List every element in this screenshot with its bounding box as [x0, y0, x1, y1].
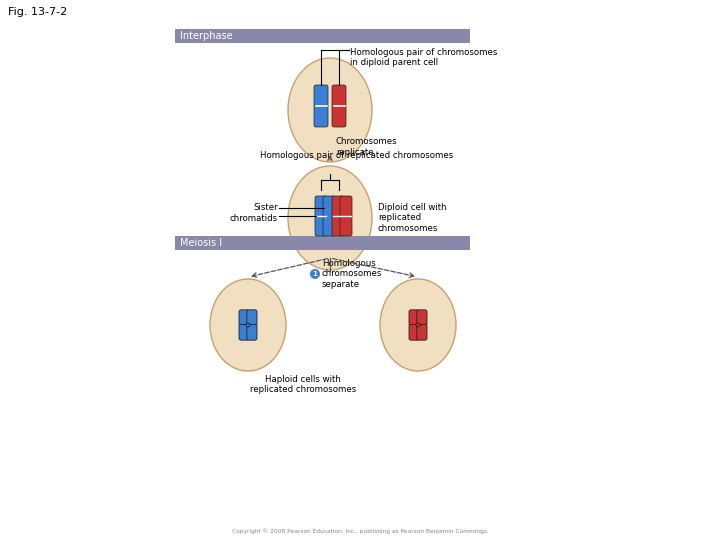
- Text: Homologous
chromosomes
separate: Homologous chromosomes separate: [322, 259, 382, 289]
- FancyBboxPatch shape: [417, 325, 427, 340]
- FancyBboxPatch shape: [332, 85, 346, 127]
- FancyBboxPatch shape: [247, 310, 257, 326]
- Ellipse shape: [288, 166, 372, 270]
- FancyBboxPatch shape: [409, 310, 419, 326]
- Circle shape: [310, 269, 320, 279]
- FancyBboxPatch shape: [332, 196, 344, 236]
- FancyBboxPatch shape: [239, 325, 249, 340]
- Text: Copyright © 2008 Pearson Education, Inc., publishing as Pearson Benjamin Cumming: Copyright © 2008 Pearson Education, Inc.…: [232, 528, 488, 534]
- Ellipse shape: [380, 279, 456, 371]
- Text: Interphase: Interphase: [180, 31, 233, 41]
- Text: 1: 1: [312, 271, 318, 277]
- Text: Homologous pair of replicated chromosomes: Homologous pair of replicated chromosome…: [260, 151, 454, 160]
- FancyBboxPatch shape: [315, 196, 327, 236]
- Text: Haploid cells with
replicated chromosomes: Haploid cells with replicated chromosome…: [250, 375, 356, 394]
- Circle shape: [416, 323, 420, 327]
- Ellipse shape: [288, 58, 372, 162]
- FancyBboxPatch shape: [323, 196, 335, 236]
- Text: Homologous pair of chromosomes
in diploid parent cell: Homologous pair of chromosomes in diploi…: [350, 48, 498, 68]
- Text: Sister
chromatids: Sister chromatids: [230, 203, 278, 222]
- Text: Fig. 13-7-2: Fig. 13-7-2: [8, 7, 67, 17]
- FancyBboxPatch shape: [340, 196, 352, 236]
- Ellipse shape: [210, 279, 286, 371]
- FancyBboxPatch shape: [247, 325, 257, 340]
- Text: Chromosomes
replicate: Chromosomes replicate: [336, 137, 397, 157]
- FancyBboxPatch shape: [417, 310, 427, 326]
- FancyBboxPatch shape: [239, 310, 249, 326]
- Text: Diploid cell with
replicated
chromosomes: Diploid cell with replicated chromosomes: [378, 203, 446, 233]
- Circle shape: [246, 323, 250, 327]
- FancyBboxPatch shape: [175, 29, 470, 43]
- FancyBboxPatch shape: [175, 236, 470, 250]
- FancyBboxPatch shape: [314, 85, 328, 127]
- Text: Meiosis I: Meiosis I: [180, 238, 222, 248]
- FancyBboxPatch shape: [409, 325, 419, 340]
